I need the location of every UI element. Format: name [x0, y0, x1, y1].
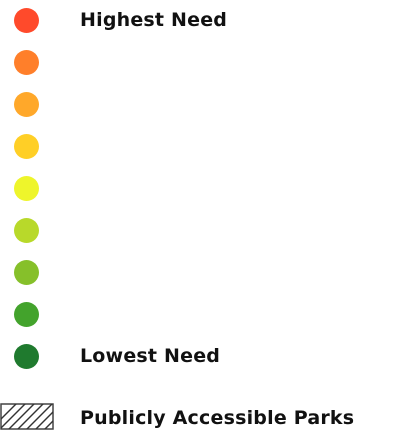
- legend-label-lowest-need: Lowest Need: [80, 345, 221, 367]
- legend-dot-8: [14, 302, 39, 327]
- diagonal-hatch-icon: [0, 403, 54, 430]
- legend-label-highest-need: Highest Need: [80, 9, 228, 31]
- legend-dot-1: [14, 8, 39, 33]
- legend-label-parks: Publicly Accessible Parks: [80, 407, 355, 429]
- legend-dot-7: [14, 260, 39, 285]
- legend-dot-5: [14, 176, 39, 201]
- legend-dot-3: [14, 92, 39, 117]
- legend-dot-4: [14, 134, 39, 159]
- legend-dot-2: [14, 50, 39, 75]
- legend-dot-9: [14, 344, 39, 369]
- legend-dot-6: [14, 218, 39, 243]
